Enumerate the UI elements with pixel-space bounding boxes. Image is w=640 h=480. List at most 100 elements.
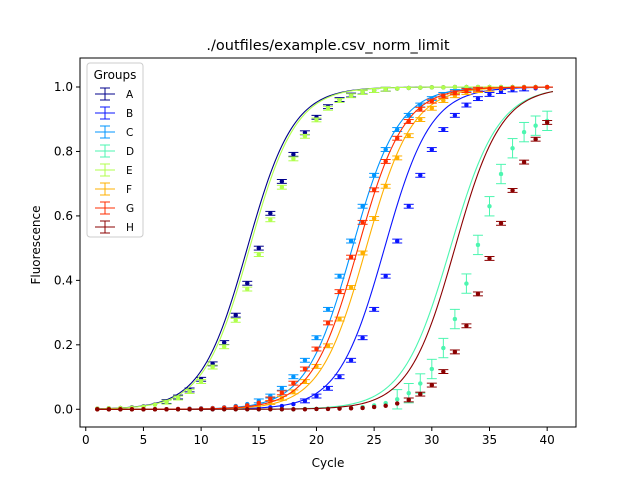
data-point-H: [175, 407, 181, 412]
x-tick-label: 40: [540, 433, 555, 447]
data-point-H: [198, 407, 204, 412]
data-point-G: [291, 380, 296, 386]
data-point-E: [418, 85, 423, 90]
data-point-B: [314, 393, 319, 399]
data-point-A: [279, 179, 285, 184]
legend-label-A: A: [126, 89, 134, 101]
data-point-H: [152, 407, 158, 412]
data-point-G: [383, 159, 388, 164]
data-point-F: [394, 155, 400, 161]
data-point-G: [475, 87, 481, 92]
data-point-C: [337, 273, 342, 279]
data-point-C: [406, 113, 411, 118]
data-point-H: [533, 136, 538, 142]
data-point-E: [187, 389, 192, 394]
data-point-H: [129, 407, 135, 412]
data-point-G: [314, 346, 319, 352]
data-point-H: [475, 291, 481, 297]
x-tick-label: 35: [482, 433, 497, 447]
data-point-H: [394, 401, 400, 406]
data-point-E: [221, 344, 227, 350]
data-point-D: [429, 366, 435, 372]
data-point-B: [302, 398, 308, 404]
data-point-H: [106, 407, 112, 412]
data-point-B: [291, 401, 296, 407]
data-point-H: [221, 407, 227, 412]
data-point-H: [279, 407, 285, 412]
data-point-G: [245, 403, 250, 408]
data-point-E: [394, 86, 400, 91]
x-axis-title: Cycle: [312, 456, 345, 470]
data-point-D: [498, 171, 504, 177]
data-point-F: [441, 98, 446, 103]
data-point-G: [268, 396, 273, 402]
data-point-E: [198, 379, 204, 384]
data-point-H: [487, 256, 492, 261]
data-point-E: [291, 156, 296, 162]
data-point-C: [348, 238, 354, 244]
y-tick-label: 1.0: [54, 80, 73, 94]
data-point-D: [521, 129, 527, 135]
legend-label-E: E: [126, 165, 133, 177]
data-point-B: [418, 173, 423, 178]
data-point-C: [302, 358, 308, 363]
data-point-F: [348, 285, 354, 290]
data-point-H: [521, 159, 527, 165]
x-tick-label: 5: [140, 433, 148, 447]
data-point-B: [452, 113, 458, 118]
data-point-H: [452, 349, 458, 355]
data-point-G: [464, 88, 469, 93]
data-point-D: [441, 345, 446, 351]
data-point-D: [475, 242, 481, 248]
data-point-B: [383, 273, 388, 279]
data-point-G: [279, 390, 285, 396]
data-point-C: [360, 203, 365, 209]
data-point-H: [268, 407, 273, 412]
data-point-D: [406, 390, 411, 396]
legend-label-H: H: [126, 222, 134, 234]
data-point-C: [325, 307, 331, 312]
data-point-C: [394, 127, 400, 132]
axes-frame: [79, 57, 577, 428]
data-point-A: [291, 152, 296, 157]
data-point-G: [256, 400, 262, 406]
data-point-D: [533, 123, 538, 128]
data-point-E: [406, 85, 411, 91]
data-point-B: [337, 374, 342, 379]
data-point-H: [544, 120, 550, 125]
data-point-E: [337, 98, 342, 103]
data-point-H: [510, 188, 515, 193]
data-point-G: [394, 135, 400, 141]
data-point-E: [256, 252, 262, 257]
legend-label-C: C: [126, 127, 133, 139]
data-point-G: [452, 90, 458, 96]
data-point-G: [441, 93, 446, 99]
data-point-C: [371, 173, 377, 178]
data-point-H: [314, 406, 319, 412]
data-point-H: [210, 407, 215, 412]
data-point-H: [441, 369, 446, 374]
data-point-H: [348, 406, 354, 411]
data-point-H: [371, 404, 377, 410]
x-tick-label: 25: [366, 433, 381, 447]
legend-label-B: B: [126, 108, 133, 120]
data-point-G: [337, 289, 342, 294]
data-point-H: [302, 407, 308, 412]
data-point-A: [268, 211, 273, 216]
data-point-H: [291, 407, 296, 412]
data-point-F: [429, 106, 435, 111]
data-point-E: [441, 85, 446, 90]
legend-label-G: G: [126, 203, 134, 215]
data-point-G: [418, 106, 423, 112]
data-point-C: [279, 386, 285, 391]
data-point-E: [302, 134, 308, 139]
plot-area: [95, 84, 554, 412]
data-point-B: [487, 92, 492, 97]
legend-item-B: B: [95, 106, 133, 120]
data-point-B: [464, 102, 469, 108]
data-point-H: [337, 406, 342, 411]
data-point-H: [498, 221, 504, 226]
y-axis-title: Fluorescence: [29, 205, 43, 284]
